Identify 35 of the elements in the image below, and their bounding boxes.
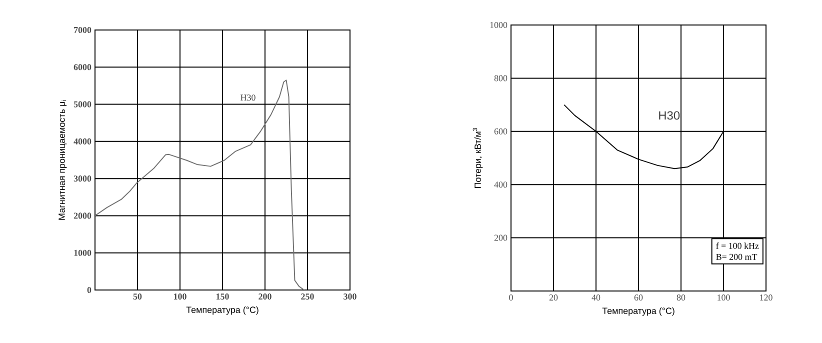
- line-series: [95, 80, 305, 290]
- y-tick-label: 6000: [74, 64, 92, 70]
- x-tick-label: 60: [634, 294, 643, 301]
- x-tick-label: 20: [549, 294, 558, 301]
- y-tick-label: 5000: [74, 101, 92, 108]
- x-tick-label: 100: [718, 294, 730, 301]
- annotation: B= 200 mT: [716, 254, 758, 260]
- x-tick-label: 300: [344, 294, 356, 300]
- x-tick-label: 80: [676, 294, 686, 301]
- x-tick-label: 0: [509, 294, 513, 301]
- y-tick-label: 200: [494, 234, 508, 241]
- x-tick-label: 40: [592, 294, 600, 301]
- y-tick-label: 0: [87, 286, 92, 294]
- y-axis-title: Потери, кВт/м$^{3}$: [472, 128, 483, 188]
- y-tick-label: 7000: [74, 26, 92, 34]
- x-tick-label: 120: [760, 294, 772, 301]
- y-tick-label: 2000: [74, 212, 92, 219]
- y-tick-label: 1000: [490, 22, 508, 28]
- x-tick-label: 250: [301, 294, 314, 300]
- y-tick-label: 600: [494, 128, 508, 134]
- y-axis-title: Магнитная проницаемость μ$_{i}$: [58, 100, 67, 220]
- y-tick-label: 1000: [74, 250, 92, 256]
- y-tick-label: 400: [494, 182, 508, 188]
- x-axis-title: Температура (°C): [602, 307, 674, 316]
- y-tick-label: 800: [494, 75, 508, 82]
- y-tick-label: 3000: [74, 176, 92, 182]
- x-tick-label: 50: [133, 294, 142, 300]
- x-tick-label: 100: [174, 294, 186, 300]
- text: H30: [659, 111, 680, 120]
- text: H30: [240, 94, 256, 101]
- y-tick-label: 4000: [74, 138, 92, 144]
- x-tick-label: 200: [258, 294, 272, 300]
- x-axis-title: Температура (°C): [186, 306, 258, 315]
- x-tick-label: 150: [216, 294, 229, 300]
- annotation: f = 100 kHz: [716, 242, 759, 249]
